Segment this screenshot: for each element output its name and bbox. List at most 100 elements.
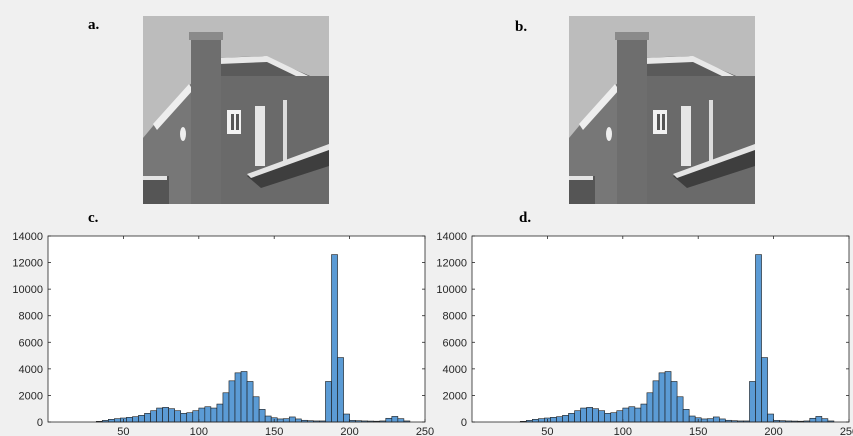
y-tick-label-c: 4000 xyxy=(19,364,43,376)
histogram-bar-c xyxy=(180,413,188,423)
y-tick-label-d: 0 xyxy=(461,417,467,429)
histogram-bar-c xyxy=(186,412,194,423)
histogram-bar-c xyxy=(204,406,212,423)
x-tick-label-c: 100 xyxy=(190,426,208,436)
histogram-bar-c xyxy=(216,403,224,423)
histogram-bar-d xyxy=(640,403,648,423)
histogram-bar-c xyxy=(331,254,338,423)
house-photo-a xyxy=(143,16,329,204)
y-tick-label-d: 8000 xyxy=(443,311,467,323)
histogram-bar-d xyxy=(556,416,563,423)
histogram-bar-d xyxy=(676,396,684,423)
histogram-bar-d xyxy=(616,410,624,423)
y-tick-label-c: 14000 xyxy=(12,231,43,243)
x-tick-label-c: 200 xyxy=(340,426,358,436)
histogram-d: 0 2000 4000 6000 8000 10000 12000 14000 50 100 150… xyxy=(436,231,853,436)
x-tick-label-d: 150 xyxy=(689,426,707,436)
y-tick-label-c: 0 xyxy=(37,417,43,429)
histogram-bar-d xyxy=(562,415,569,423)
x-tick-label-d: 100 xyxy=(614,426,632,436)
histogram-bar-c xyxy=(240,371,248,423)
histogram-bar-c xyxy=(282,418,290,423)
histogram-bar-d xyxy=(712,416,720,423)
histogram-bar-c xyxy=(337,357,344,423)
histogram-bar-d xyxy=(574,410,581,423)
histogram-c: 0 2000 4000 6000 8000 10000 12000 14000 50 100 150… xyxy=(12,231,434,436)
histogram-bar-c xyxy=(295,418,302,423)
y-tick-label-d: 12000 xyxy=(436,258,467,270)
histogram-bar-c xyxy=(385,417,393,423)
panel-label-a: a. xyxy=(88,17,100,33)
histogram-bar-d xyxy=(719,418,726,423)
histogram-bar-c xyxy=(210,407,218,423)
histogram-bar-c xyxy=(343,413,350,423)
x-tick-label-d: 250 xyxy=(840,426,853,436)
histogram-bar-d xyxy=(767,413,774,423)
axes-frame-d xyxy=(471,235,850,423)
histogram-bar-c xyxy=(162,407,169,423)
histogram-bar-d xyxy=(688,415,696,423)
histogram-bar-c xyxy=(192,410,200,423)
histogram-bar-d xyxy=(610,412,618,423)
y-tick-label-d: 14000 xyxy=(436,231,467,243)
histogram-bar-d xyxy=(755,254,762,423)
histogram-bar-d xyxy=(664,371,672,423)
histogram-bar-c xyxy=(126,417,133,423)
panel-label-c: c. xyxy=(88,210,99,226)
histogram-bar-d xyxy=(821,418,829,423)
histogram-bar-c xyxy=(132,416,139,423)
histogram-bar-c xyxy=(156,407,163,423)
histogram-bar-c xyxy=(252,396,260,423)
y-tick-label-c: 8000 xyxy=(19,311,43,323)
histogram-bar-d xyxy=(646,392,654,423)
histogram-bar-c xyxy=(138,415,145,423)
x-tick-label-d: 50 xyxy=(541,426,553,436)
axes-frame-c xyxy=(47,235,426,423)
histogram-bar-d xyxy=(761,357,768,423)
histogram-bar-c xyxy=(391,416,399,423)
histogram-bar-c xyxy=(397,418,405,423)
x-tick-label-c: 50 xyxy=(117,426,129,436)
histogram-bar-d xyxy=(682,409,690,423)
histogram-bar-d xyxy=(658,372,666,423)
y-tick-label-d: 4000 xyxy=(443,364,467,376)
histogram-bar-c xyxy=(288,416,296,423)
house-photo-icon xyxy=(143,16,329,204)
histogram-bar-d xyxy=(700,418,708,423)
y-tick-label-d: 6000 xyxy=(443,337,467,349)
histogram-bar-c xyxy=(114,418,121,423)
histogram-bar-d xyxy=(622,407,630,423)
x-tick-label-c: 250 xyxy=(416,426,434,436)
histogram-bar-c xyxy=(258,409,266,423)
histogram-bar-c xyxy=(150,410,157,423)
histogram-bar-c xyxy=(264,415,272,423)
y-tick-label-d: 2000 xyxy=(443,390,467,402)
histogram-bar-d xyxy=(652,380,660,423)
histogram-bar-d xyxy=(815,416,823,423)
histogram-bar-c xyxy=(198,407,206,423)
y-tick-label-c: 10000 xyxy=(12,284,43,296)
histogram-bar-d xyxy=(604,413,612,423)
x-tick-label-d: 200 xyxy=(764,426,782,436)
house-photo-b xyxy=(569,16,755,204)
histogram-bar-d xyxy=(580,407,587,423)
x-tick-label-c: 150 xyxy=(265,426,283,436)
histogram-bar-c xyxy=(234,372,242,423)
histogram-bar-d xyxy=(628,406,636,423)
histogram-bar-d xyxy=(592,408,599,423)
histogram-bar-c xyxy=(325,381,332,423)
panel-label-b: b. xyxy=(515,19,528,35)
histogram-bar-d xyxy=(809,417,817,423)
histogram-bar-d xyxy=(550,417,557,423)
y-tick-label-c: 12000 xyxy=(12,258,43,270)
histogram-bar-c xyxy=(246,381,254,423)
y-tick-label-c: 2000 xyxy=(19,390,43,402)
house-photo-icon xyxy=(569,16,755,204)
histogram-bar-c xyxy=(276,418,284,423)
panel-label-d: d. xyxy=(519,210,532,226)
y-tick-label-d: 10000 xyxy=(436,284,467,296)
histogram-bar-c xyxy=(168,408,175,423)
histogram-bar-c xyxy=(222,392,230,423)
histogram-bar-d xyxy=(586,407,593,423)
